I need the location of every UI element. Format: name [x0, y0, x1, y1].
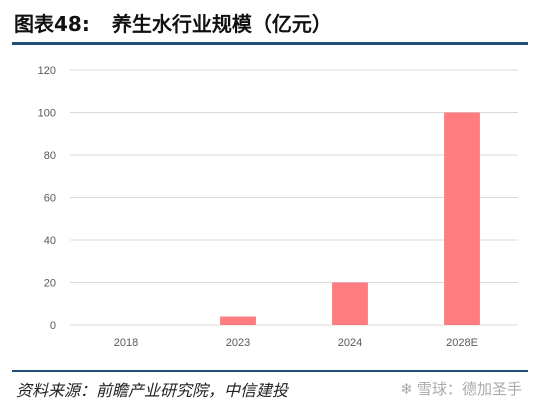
y-tick-label: 80 [44, 150, 56, 162]
y-tick-label: 0 [50, 320, 56, 332]
bar-2028E [444, 112, 480, 325]
y-tick-label: 20 [44, 278, 56, 290]
figure-title-text: 养生水行业规模（亿元） [111, 12, 332, 36]
watermark: ❄ 雪球：德加圣手 [400, 378, 522, 399]
x-axis-ticks: 2018 2023 2024 2028E [114, 337, 478, 349]
x-tick-label: 2018 [114, 337, 138, 349]
y-tick-label: 120 [38, 65, 56, 77]
bottom-rule [12, 370, 528, 372]
y-tick-label: 60 [44, 193, 56, 205]
y-tick-label: 100 [38, 108, 56, 120]
x-tick-label: 2024 [338, 337, 362, 349]
bars [220, 112, 480, 325]
top-rule [12, 42, 528, 45]
y-axis-ticks: 0 20 40 60 80 100 120 [38, 65, 56, 332]
y-tick-label: 40 [44, 235, 56, 247]
source-note: 资料来源：前瞻产业研究院，中信建投 [16, 381, 289, 400]
x-tick-label: 2023 [226, 337, 250, 349]
watermark-text: 雪球：德加圣手 [416, 381, 522, 398]
figure-label: 图表48: [14, 12, 90, 36]
gridlines [70, 69, 518, 326]
bar-chart: 0 20 40 60 80 100 120 2018 2023 2024 2028E [38, 65, 518, 349]
x-tick-label: 2028E [446, 337, 478, 349]
snowball-logo-icon: ❄ [400, 381, 413, 398]
bar-2024 [332, 282, 368, 325]
bar-2023 [220, 316, 256, 325]
figure-title: 图表48: 养生水行业规模（亿元） [14, 10, 332, 38]
